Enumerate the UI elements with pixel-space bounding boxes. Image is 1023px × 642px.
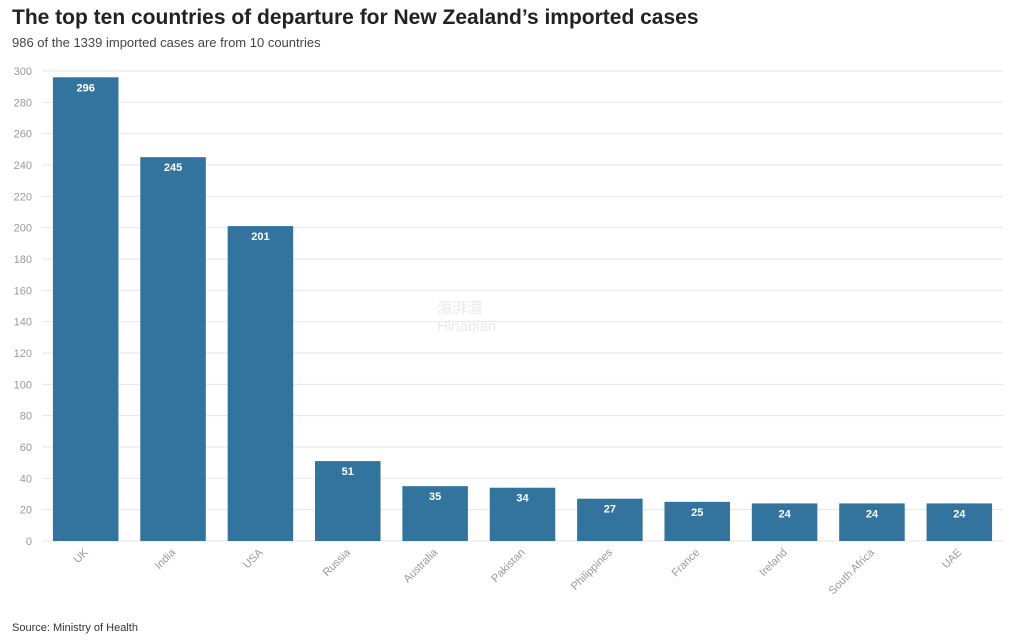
watermark-logo: 湄湃湄 Hinabian (437, 300, 496, 336)
y-tick-label: 120 (14, 348, 32, 360)
watermark-text-cn: 湄湃湄 (437, 300, 483, 317)
bar-value-label: 296 (77, 82, 95, 94)
y-tick-label: 0 (26, 536, 32, 548)
chart-title: The top ten countries of departure for N… (12, 6, 699, 29)
x-tick-label: India (153, 546, 179, 572)
y-tick-label: 200 (14, 223, 32, 235)
bar-france (664, 501, 730, 541)
bar-australia (402, 486, 468, 541)
bars (52, 77, 993, 542)
y-tick-label: 80 (20, 411, 32, 423)
bar-chart: 0 20 40 60 80 100 120 140 160 180 200 220 240 260 280 3… (14, 66, 1003, 597)
x-tick-label: France (670, 547, 703, 580)
bar-value-label: 24 (778, 508, 791, 520)
bar-value-labels: 296 245 201 51 35 34 27 25 24 24 24 (77, 82, 967, 520)
bar-value-label: 35 (429, 491, 441, 503)
y-tick-label: 180 (14, 254, 32, 266)
bar-pakistan (489, 487, 556, 541)
x-axis-ticks: UK India USA Russia Australia Pakistan Philipp… (72, 546, 965, 597)
x-tick-label: USA (241, 546, 266, 571)
y-tick-label: 240 (14, 160, 32, 172)
source-note: Source: Ministry of Health (12, 622, 138, 634)
bar-value-label: 245 (164, 162, 182, 174)
x-tick-label: South Africa (827, 546, 878, 597)
bar-value-label: 24 (953, 508, 966, 520)
bar-value-label: 201 (251, 231, 269, 243)
y-tick-label: 60 (20, 442, 32, 454)
y-axis-ticks: 0 20 40 60 80 100 120 140 160 180 200 220 240 260 280 3… (14, 66, 32, 548)
bar-philippines (577, 498, 643, 541)
y-tick-label: 40 (20, 473, 32, 485)
y-tick-label: 220 (14, 191, 32, 203)
x-tick-label: Australia (402, 546, 441, 585)
y-tick-label: 260 (14, 129, 32, 141)
y-tick-label: 300 (14, 66, 32, 78)
bar-usa (227, 226, 294, 541)
bar-value-label: 51 (342, 466, 354, 478)
bar-russia (315, 461, 381, 541)
y-tick-label: 100 (14, 379, 32, 391)
y-tick-label: 140 (14, 317, 32, 329)
x-tick-label: UK (72, 546, 92, 566)
y-tick-label: 160 (14, 285, 32, 297)
bar-south-africa (839, 503, 905, 541)
bar-value-label: 27 (604, 504, 616, 516)
y-tick-label: 20 (20, 505, 32, 517)
x-tick-label: Philippines (569, 546, 615, 592)
bar-ireland (751, 503, 818, 541)
bar-uk (52, 77, 119, 542)
bar-value-label: 25 (691, 507, 703, 519)
y-tick-label: 280 (14, 97, 32, 109)
chart-subtitle: 986 of the 1339 imported cases are from … (12, 35, 321, 50)
bar-uae (926, 503, 993, 541)
x-tick-label: Pakistan (489, 547, 527, 585)
bar-value-label: 34 (516, 493, 529, 505)
bar-value-label: 24 (866, 508, 879, 520)
watermark-text-en: Hinabian (437, 318, 497, 335)
x-tick-label: Ireland (757, 547, 789, 579)
bar-india (140, 157, 206, 541)
x-tick-label: Russia (321, 546, 354, 579)
x-tick-label: UAE (940, 547, 964, 571)
